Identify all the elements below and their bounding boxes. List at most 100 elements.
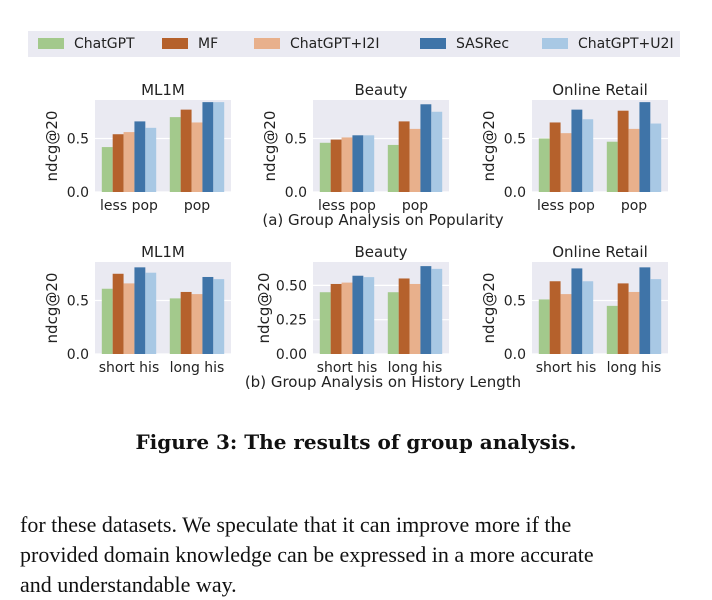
- paragraph-line: for these datasets. We speculate that it…: [20, 512, 572, 537]
- bar: [549, 281, 561, 354]
- legend-label: ChatGPT+I2I: [290, 36, 379, 52]
- chart-legend: ChatGPT MF ChatGPT+I2I SASRec ChatGPT+U2I: [28, 31, 680, 57]
- figure-caption: Figure 3: The results of group analysis.: [135, 430, 577, 454]
- bar: [202, 102, 214, 192]
- y-tick-label: 0.5: [504, 294, 526, 310]
- chart-title: Online Retail: [552, 243, 648, 261]
- bar: [650, 279, 662, 354]
- y-tick-label: 0.5: [504, 132, 526, 148]
- legend-swatch: [38, 38, 64, 49]
- bar: [628, 291, 640, 354]
- bar: [213, 102, 225, 192]
- bar: [639, 267, 651, 354]
- legend-label: ChatGPT: [74, 36, 135, 52]
- chart-panel: 0.00 0.25 0.50 short his long his Beauty ndcg@…: [255, 243, 449, 376]
- bar: [650, 123, 662, 192]
- y-tick-label: 0.0: [67, 347, 89, 363]
- y-axis-label: ndcg@20: [261, 111, 279, 182]
- subcaption-a: (a) Group Analysis on Popularity: [262, 211, 503, 229]
- y-tick-label: 0.25: [276, 313, 307, 329]
- bar: [582, 281, 594, 354]
- bar: [123, 283, 135, 354]
- bar: [420, 266, 432, 354]
- bar: [639, 102, 651, 192]
- bar: [409, 128, 421, 192]
- bar: [387, 144, 399, 192]
- bar: [101, 147, 113, 192]
- bar: [341, 137, 353, 192]
- bar: [398, 278, 410, 354]
- bar: [169, 117, 181, 192]
- bar: [420, 104, 432, 192]
- bar: [319, 142, 331, 192]
- bar: [352, 135, 364, 192]
- bar: [145, 272, 157, 354]
- bar: [202, 276, 214, 354]
- chart-panel: 0.0 0.5 less pop pop Online Retail ndcg@20: [480, 81, 668, 214]
- paragraph-line: provided domain knowledge can be express…: [20, 542, 594, 567]
- bar: [319, 292, 331, 354]
- bar: [571, 109, 583, 192]
- bar: [145, 127, 157, 192]
- bar: [538, 138, 550, 192]
- y-axis-label: ndcg@20: [43, 111, 61, 182]
- chart-panel: 0.0 0.5 short his long his Online Retail ndcg…: [480, 243, 668, 376]
- y-axis-label: ndcg@20: [480, 111, 498, 182]
- legend-swatch: [420, 38, 446, 49]
- bar: [363, 135, 375, 192]
- bar: [213, 279, 225, 354]
- legend-label: MF: [198, 36, 218, 52]
- bar: [123, 132, 135, 192]
- bar: [560, 294, 572, 354]
- y-tick-label: 0.0: [67, 185, 89, 201]
- y-tick-label: 0.0: [504, 185, 526, 201]
- bar: [617, 283, 629, 354]
- x-tick-label: less pop: [100, 198, 158, 214]
- chart-title: Beauty: [355, 243, 408, 261]
- legend-item: ChatGPT+U2I: [542, 36, 674, 52]
- bar: [409, 283, 421, 354]
- chart-panel: 0.0 0.5 short his long his ML1M ndcg@20: [43, 243, 231, 376]
- y-axis-label: ndcg@20: [255, 273, 273, 344]
- bar: [352, 275, 364, 354]
- group-analysis-figure: ChatGPT MF ChatGPT+I2I SASRec ChatGPT+U2I 0.…: [28, 31, 680, 391]
- x-tick-label: short his: [99, 360, 159, 376]
- x-tick-label: long his: [388, 360, 443, 376]
- subcaption-b: (b) Group Analysis on History Length: [245, 373, 521, 391]
- bar: [134, 121, 146, 192]
- bar: [571, 268, 583, 354]
- bar: [431, 268, 443, 354]
- bar: [330, 139, 342, 192]
- bar: [606, 305, 618, 354]
- y-tick-label: 0.0: [504, 347, 526, 363]
- bar: [191, 294, 203, 354]
- bar: [112, 273, 124, 354]
- chart-panel: 0.0 0.5 less pop pop ML1M ndcg@20: [43, 81, 231, 214]
- chart-title: ML1M: [141, 243, 185, 261]
- bar: [617, 110, 629, 192]
- bar: [363, 277, 375, 354]
- x-tick-label: less pop: [537, 198, 595, 214]
- legend-label: SASRec: [456, 36, 509, 52]
- x-tick-label: pop: [184, 198, 210, 214]
- bar: [431, 111, 443, 192]
- legend-item: SASRec: [420, 36, 509, 52]
- bar: [628, 128, 640, 192]
- y-tick-label: 0.5: [67, 294, 89, 310]
- y-axis-label: ndcg@20: [480, 273, 498, 344]
- legend-item: ChatGPT: [38, 36, 135, 52]
- y-tick-label: 0.5: [67, 132, 89, 148]
- legend-swatch: [162, 38, 188, 49]
- bar: [134, 267, 146, 354]
- bar: [398, 121, 410, 192]
- x-tick-label: long his: [607, 360, 662, 376]
- bar: [191, 122, 203, 192]
- bar: [112, 134, 124, 192]
- x-tick-label: long his: [170, 360, 225, 376]
- x-tick-label: pop: [402, 198, 428, 214]
- x-tick-label: short his: [317, 360, 377, 376]
- bar: [180, 291, 192, 354]
- y-tick-label: 0.00: [276, 347, 307, 363]
- bar: [330, 283, 342, 354]
- legend-swatch: [542, 38, 568, 49]
